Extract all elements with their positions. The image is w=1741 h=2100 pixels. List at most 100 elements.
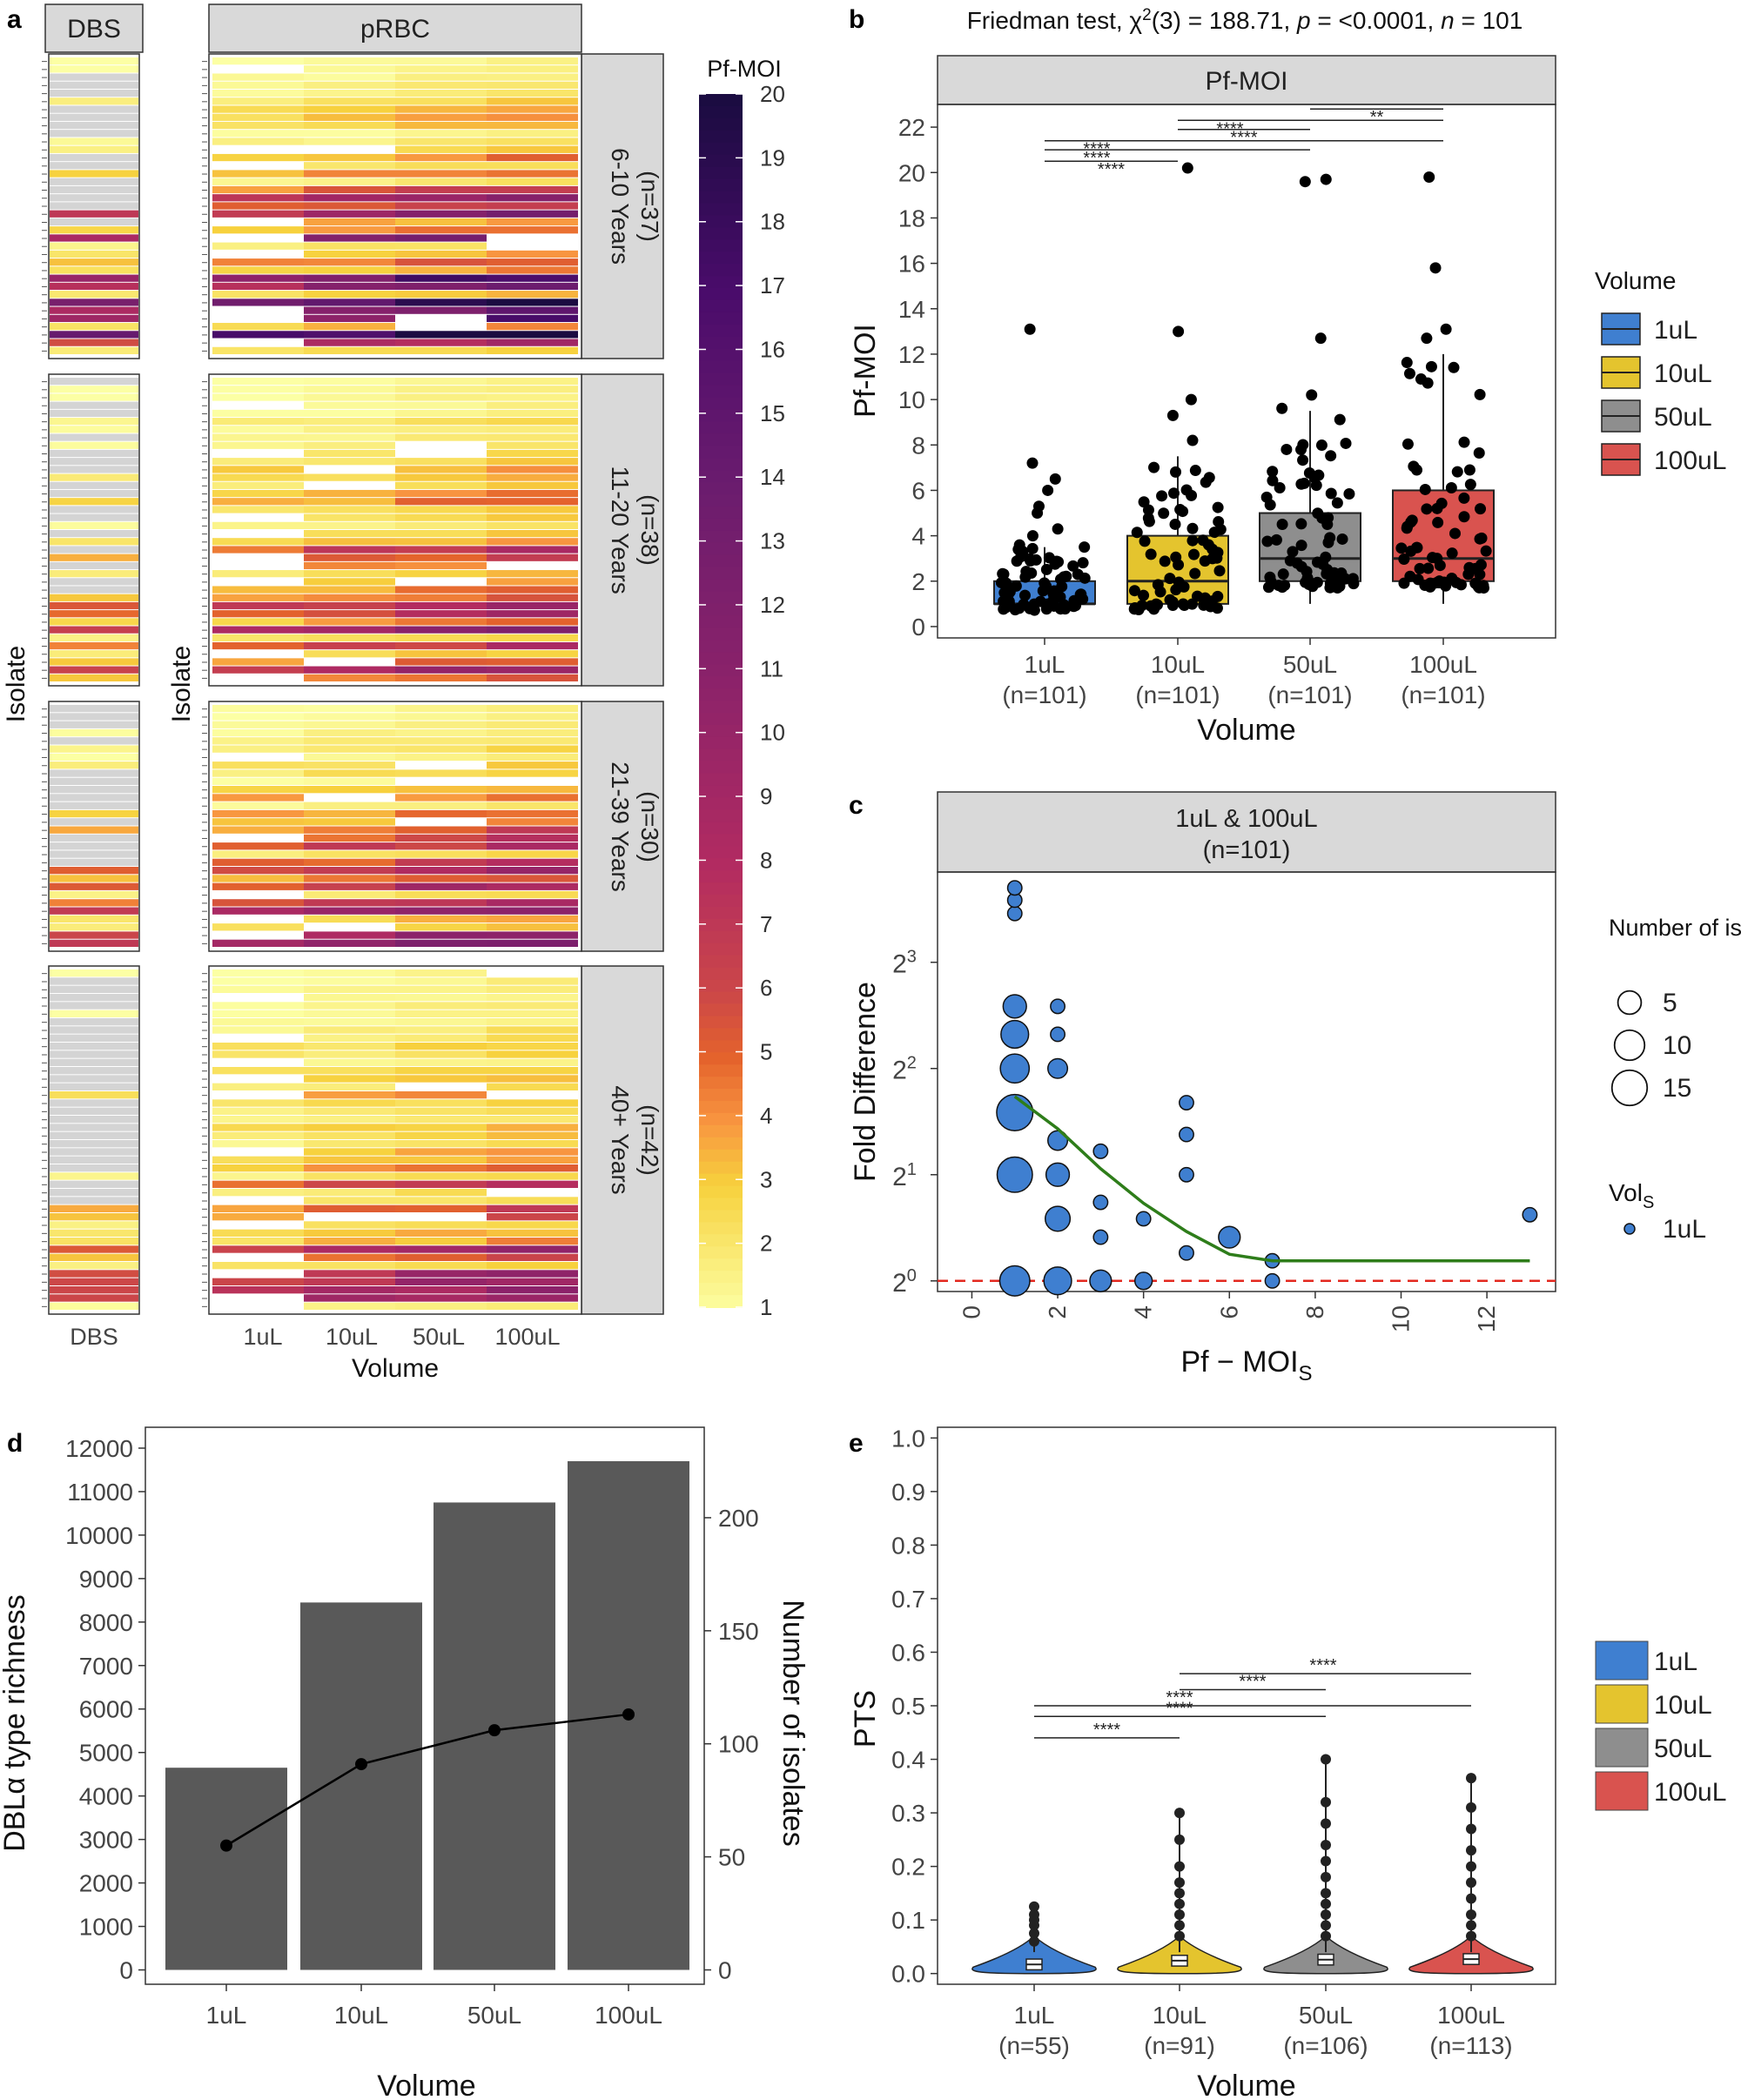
dbs-cell <box>50 1213 138 1221</box>
b-outlier <box>1181 162 1193 174</box>
prbc-cell <box>212 1050 304 1058</box>
prbc-cell <box>304 1075 395 1083</box>
prbc-cell <box>304 1043 395 1050</box>
b-point <box>1043 552 1055 564</box>
dbs-cell <box>50 250 138 258</box>
dbs-cell <box>50 809 138 818</box>
prbc-cell <box>212 218 304 226</box>
dbs-cell <box>50 1018 138 1026</box>
b-point <box>1458 511 1470 523</box>
prbc-cell <box>395 530 487 538</box>
dbs-cell <box>50 561 138 570</box>
c-strip <box>937 791 1556 873</box>
prbc-cell <box>487 202 578 210</box>
prbc-cell <box>304 441 395 449</box>
prbc-cell <box>395 1140 487 1148</box>
prbc-cell <box>212 777 304 785</box>
prbc-cell <box>304 899 395 907</box>
prbc-cell <box>395 97 487 105</box>
b-point <box>998 568 1010 580</box>
c-bubble <box>996 1093 1034 1131</box>
prbc-cell <box>212 1286 304 1294</box>
c-bubble <box>1047 1057 1069 1079</box>
b-y-tick-label: 2 <box>911 568 925 595</box>
prbc-cell <box>212 234 304 242</box>
prbc-cell <box>487 489 578 498</box>
d-y-tick-label: 4000 <box>79 1783 133 1810</box>
e-x-tick-label: 50uL <box>1299 2002 1353 2029</box>
colorbar-segment <box>699 1112 743 1126</box>
prbc-cell <box>304 818 395 826</box>
prbc-cell <box>487 745 578 753</box>
prbc-cell <box>395 650 487 658</box>
prbc-cell <box>487 802 578 809</box>
b-point <box>1011 555 1023 567</box>
prbc-cell <box>212 1026 304 1034</box>
prbc-cell <box>304 346 395 354</box>
prbc-cell <box>212 1156 304 1164</box>
prbc-cell <box>212 713 304 721</box>
colorbar-segment <box>699 397 743 411</box>
prbc-cell <box>487 81 578 89</box>
prbc-cell <box>395 769 487 777</box>
prbc-cell <box>487 586 578 594</box>
prbc-cell <box>304 570 395 578</box>
prbc-cell <box>395 546 487 554</box>
b-point <box>1013 539 1025 551</box>
b-point <box>1139 535 1151 547</box>
dbs-cell <box>50 1262 138 1270</box>
colorbar-segment <box>699 1052 743 1066</box>
dbs-cell <box>50 915 138 923</box>
c-bubble <box>1050 998 1066 1015</box>
prbc-cell <box>304 418 395 426</box>
e-x-tick-n: (n=55) <box>998 2032 1070 2059</box>
b-point <box>1276 402 1288 414</box>
dbs-cell <box>50 939 138 947</box>
prbc-cell <box>212 802 304 809</box>
b-point <box>1408 460 1420 473</box>
colorbar-segment <box>699 652 743 666</box>
dbs-cell <box>50 802 138 809</box>
b-point <box>1170 584 1182 596</box>
prbc-cell <box>487 506 578 513</box>
prbc-cell <box>487 130 578 138</box>
prbc-cell <box>212 1253 304 1261</box>
prbc-cell <box>395 1286 487 1294</box>
dbs-cell <box>50 1156 138 1164</box>
b-outlier <box>1423 171 1435 183</box>
b-point <box>1432 516 1444 528</box>
c-bubble <box>998 1265 1031 1297</box>
dbs-cell <box>50 1131 138 1139</box>
prbc-cell <box>304 737 395 745</box>
b-point <box>1398 553 1410 565</box>
dbs-cell <box>50 170 138 178</box>
colorbar-segment <box>699 1173 743 1187</box>
dbs-x-tick: DBS <box>70 1324 118 1350</box>
prbc-cell <box>212 1018 304 1026</box>
b-point <box>1212 501 1224 513</box>
colorbar-segment <box>699 579 743 593</box>
b-point <box>1295 540 1307 552</box>
b-point <box>1261 535 1274 547</box>
prbc-cell <box>212 1099 304 1107</box>
prbc-cell <box>395 1091 487 1099</box>
prbc-cell <box>395 194 487 202</box>
prbc-cell <box>395 331 487 339</box>
dbs-cell <box>50 1067 138 1075</box>
colorbar-tick-label: 12 <box>760 592 785 618</box>
prbc-cell <box>212 1131 304 1139</box>
colorbar-segment <box>699 627 743 641</box>
dbs-cell <box>50 1043 138 1050</box>
b-x-tick-n: (n=101) <box>1267 681 1352 708</box>
b-point <box>1298 477 1310 489</box>
prbc-cell <box>212 1278 304 1285</box>
prbc-cell <box>212 458 304 466</box>
dbs-cell <box>50 1083 138 1090</box>
b-point <box>1411 541 1423 554</box>
prbc-cell <box>212 130 304 138</box>
prbc-cell <box>487 1253 578 1261</box>
prbc-cell <box>395 1197 487 1204</box>
prbc-cell <box>304 721 395 728</box>
dbs-cell <box>50 769 138 777</box>
prbc-cell <box>304 386 395 393</box>
